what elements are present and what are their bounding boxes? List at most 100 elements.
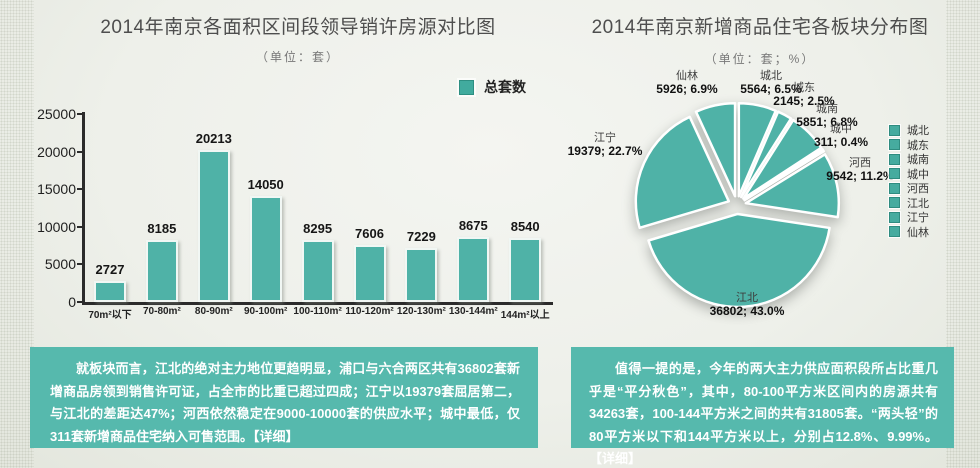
pie-slice-label: 江宁 19379; 22.7% <box>567 132 643 158</box>
pie-legend-label: 仙林 <box>907 226 929 239</box>
pie-slice <box>742 118 823 200</box>
pie-slice-name: 江宁 <box>593 132 616 144</box>
bar-value-label: 8295 <box>303 220 333 236</box>
y-tick-mark <box>77 301 82 303</box>
pie-legend-swatch-icon <box>889 139 900 151</box>
pie-slice-label: 仙林 5926; 6.9% <box>656 70 718 96</box>
pie-slice-name: 城中 <box>829 123 852 135</box>
bar-value-label: 8540 <box>510 218 540 234</box>
y-tick-label: 15000 <box>37 181 76 198</box>
x-category-label: 70m²以下 <box>88 310 132 321</box>
bar-chart-legend: 总套数 <box>459 77 526 97</box>
note-body-right: 值得一提的是，今年的两大主力供应面积段所占比重几乎是“平分秋色”，其中，80-1… <box>589 361 938 444</box>
pie-legend-label: 城中 <box>907 168 929 181</box>
pie-slice-label: 城北 5564; 6.5% <box>740 70 801 96</box>
y-tick-label: 0 <box>68 294 76 310</box>
pie-legend-label: 城北 <box>907 125 929 138</box>
bar <box>145 240 178 302</box>
bar-value-label: 7606 <box>355 225 384 241</box>
pie-slice <box>634 115 731 230</box>
bar <box>197 149 230 302</box>
pie-legend-swatch-icon <box>889 226 900 238</box>
pie-slice-value: 36802; 43.0% <box>709 304 785 318</box>
pie-svg <box>634 101 841 309</box>
pie-slice-name: 仙林 <box>675 70 698 82</box>
y-tick-label: 25000 <box>37 106 76 122</box>
bar-chart-subtitle: （单位：套） <box>255 50 340 64</box>
pie-legend-label: 江北 <box>907 197 929 210</box>
x-axis-line <box>82 302 553 305</box>
bar <box>249 196 282 302</box>
y-tick-mark <box>77 150 82 153</box>
pie-legend-item: 城中 <box>889 167 929 182</box>
x-category-label: 90-100m² <box>244 306 288 317</box>
bar <box>457 236 490 302</box>
note-text-right: 值得一提的是，今年的两大主力供应面积段所占比重几乎是“平分秋色”，其中，80-1… <box>589 358 938 468</box>
bar-value-label: 7229 <box>406 228 436 244</box>
y-tick-label: 20000 <box>37 143 76 160</box>
pie-slice-value: 2145; 2.5% <box>773 94 835 108</box>
details-link-left[interactable]: 【详细】 <box>252 428 299 444</box>
bar <box>405 247 438 302</box>
details-link-right[interactable]: 【详细】 <box>589 451 642 466</box>
pie-slice-name: 城北 <box>759 70 782 82</box>
bar <box>301 239 334 302</box>
pie-legend-swatch-icon <box>889 168 900 180</box>
pie-legend-label: 城南 <box>907 154 929 167</box>
x-category-label: 110-120m² <box>345 306 394 317</box>
x-category-label: 144m²以上 <box>500 310 550 321</box>
y-axis-line <box>82 112 85 305</box>
pie-slice-name: 河西 <box>848 157 871 169</box>
pie-legend-swatch-icon <box>889 153 900 165</box>
pie-legend-swatch-icon <box>889 197 900 209</box>
bar <box>509 237 542 302</box>
pie-legend-label: 江宁 <box>907 212 929 225</box>
pie-legend-swatch-icon <box>889 182 900 194</box>
legend-label: 总套数 <box>484 79 526 95</box>
pie-slice-name: 城东 <box>792 82 815 94</box>
pie-slice <box>739 110 793 199</box>
pie-slice <box>744 153 841 219</box>
pie-slice-label: 城中 311; 0.4% <box>814 123 868 149</box>
pie-slice-label: 河西 9542; 11.2% <box>826 157 894 183</box>
pie-legend-item: 河西 <box>889 181 929 196</box>
pie-slice <box>737 101 778 198</box>
pie-slice-name: 江北 <box>735 292 758 304</box>
legend-swatch-icon <box>459 79 474 95</box>
pie-slice-value: 19379; 22.7% <box>567 144 643 158</box>
pie-legend-swatch-icon <box>889 211 900 223</box>
x-category-label: 130-144m² <box>448 306 498 317</box>
pie-slice-value: 5926; 6.9% <box>656 82 718 96</box>
pie-chart-subtitle: （单位：套；%） <box>704 52 816 66</box>
pie-slice <box>694 101 737 198</box>
pie-legend-item: 江北 <box>889 196 929 211</box>
bar-value-label: 20213 <box>195 130 232 146</box>
pie-legend: 城北 城东 城南 城中 河西 江北 江宁 仙林 <box>889 123 929 239</box>
bar <box>94 281 126 302</box>
pie-slice-label: 城南 5851; 6.8% <box>796 103 857 129</box>
y-tick-mark <box>77 263 82 266</box>
bar-value-label: 8675 <box>458 217 488 233</box>
x-category-label: 100-110m² <box>293 306 342 317</box>
pie-slice-value: 9542; 11.2% <box>826 169 894 183</box>
note-body-left: 就板块而言，江北的绝对主力地位更趋明显，浦口与六合两区共有36802套新增商品房… <box>50 361 520 444</box>
pie-legend-item: 城北 <box>889 123 929 138</box>
note-box-left: 就板块而言，江北的绝对主力地位更趋明显，浦口与六合两区共有36802套新增商品房… <box>30 347 538 448</box>
y-tick-label: 10000 <box>37 218 76 235</box>
pie-slice-label: 城东 2145; 2.5% <box>773 82 835 108</box>
y-tick-mark <box>77 188 82 191</box>
pie-legend-item: 江宁 <box>889 210 929 225</box>
bar-chart-title: 2014年南京各面积区间段领导销许房源对比图 <box>100 17 496 38</box>
x-category-label: 70-80m² <box>142 306 181 317</box>
pie-slice-label: 江北 36802; 43.0% <box>709 292 785 318</box>
pie-slice <box>647 212 831 309</box>
pie-legend-label: 河西 <box>907 183 929 196</box>
bar-value-label: 2727 <box>95 262 125 278</box>
note-box-right: 值得一提的是，今年的两大主力供应面积段所占比重几乎是“平分秋色”，其中，80-1… <box>571 347 954 466</box>
x-category-label: 80-90m² <box>194 306 233 317</box>
pie-legend-swatch-icon <box>889 124 900 136</box>
pie-slice-name: 城南 <box>815 103 838 115</box>
y-tick-label: 5000 <box>44 256 76 273</box>
bar-value-label: 14050 <box>247 177 284 193</box>
